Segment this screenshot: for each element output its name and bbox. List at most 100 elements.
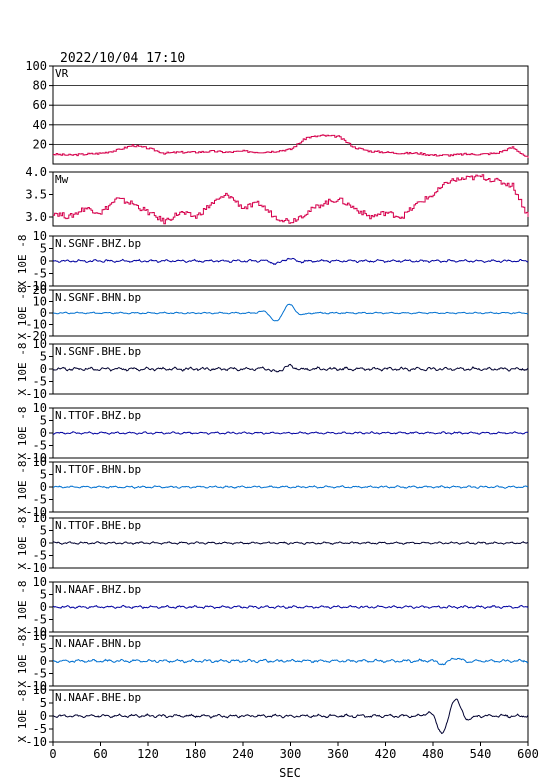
series-line: [52, 485, 529, 489]
y-axis-label: X 10E -8: [16, 581, 29, 634]
y-tick-label: 5: [40, 588, 47, 602]
series-line: [52, 363, 529, 373]
y-tick-label: -10: [25, 387, 47, 401]
x-tick-label: 300: [280, 747, 302, 761]
y-tick-label: 0: [40, 362, 47, 376]
panel-mw: 3.0 3.5 4.0 Mw: [25, 165, 529, 227]
panel-title: VR: [55, 67, 69, 80]
series-line: [52, 303, 529, 322]
y-tick-label: 20: [33, 283, 47, 297]
x-tick-label: 0: [49, 747, 56, 761]
y-tick-label: -10: [25, 561, 47, 575]
y-tick-label: -5: [33, 375, 47, 389]
y-tick-label: 0: [40, 709, 47, 723]
series-line: [52, 604, 529, 610]
panel-title: N.SGNF.BHN.bp: [55, 291, 141, 304]
header-datetime: 2022/10/04 17:10: [60, 51, 185, 66]
y-tick-label: 5: [40, 524, 47, 538]
y-tick-label: 10: [33, 455, 47, 469]
panel-title: Mw: [55, 173, 69, 186]
y-tick-label: 10: [33, 295, 47, 309]
panels: 20406080100VR3.03.54.0Mw-10-50510N.SGNF.…: [16, 59, 529, 749]
y-tick-label: -5: [33, 439, 47, 453]
y-tick-label: -5: [33, 667, 47, 681]
y-tick-label: -10: [25, 451, 47, 465]
y-axis-label: X 10E -8: [16, 635, 29, 688]
y-tick-label: -5: [33, 493, 47, 507]
y-tick-label: 5: [40, 414, 47, 428]
y-tick-label: 0: [40, 600, 47, 614]
y-tick-label: 4.0: [25, 165, 47, 179]
y-tick-label: 5: [40, 242, 47, 256]
panel-title: N.TTOF.BHZ.bp: [55, 409, 141, 422]
panel-frame: [52, 65, 529, 165]
y-tick-label: 0: [40, 426, 47, 440]
y-tick-label: 10: [33, 683, 47, 697]
series-line: [52, 698, 529, 735]
y-tick-label: 80: [33, 79, 47, 93]
y-tick-label: 5: [40, 642, 47, 656]
y-tick-label: 0: [40, 254, 47, 268]
y-tick-label: 10: [33, 511, 47, 525]
y-axis-label: X 10E -8: [16, 407, 29, 460]
x-tick-label: 480: [422, 747, 444, 761]
panel-frame: [52, 171, 529, 227]
x-axis: 0 60 120 180 240 300 360 420 480 540 600: [49, 742, 539, 761]
y-tick-label: 10: [33, 575, 47, 589]
y-tick-label: -5: [33, 722, 47, 736]
y-tick-label: -10: [25, 735, 47, 749]
x-tick-label: 240: [232, 747, 254, 761]
y-tick-label: 0: [40, 536, 47, 550]
x-tick-label: 60: [93, 747, 107, 761]
series-line: [52, 431, 529, 435]
y-tick-label: 5: [40, 350, 47, 364]
y-tick-label: 10: [33, 229, 47, 243]
y-tick-label: 20: [33, 137, 47, 151]
y-tick-label: -5: [33, 267, 47, 281]
panel-title: N.NAAF.BHN.bp: [55, 637, 141, 650]
y-tick-label: 3.0: [25, 210, 47, 224]
y-axis-label: X 10E -8: [16, 690, 29, 743]
y-tick-label: -10: [25, 625, 47, 639]
y-axis-label: X 10E -8: [16, 287, 29, 340]
y-tick-label: 5: [40, 468, 47, 482]
y-tick-label: -10: [25, 279, 47, 293]
y-tick-label: -5: [33, 613, 47, 627]
y-tick-label: 0: [40, 480, 47, 494]
y-tick-label: 100: [25, 59, 47, 73]
y-tick-label: 10: [33, 337, 47, 351]
panel-title: N.SGNF.BHZ.bp: [55, 237, 141, 250]
y-tick-label: 10: [33, 629, 47, 643]
y-tick-label: 10: [33, 401, 47, 415]
x-tick-label: 600: [517, 747, 539, 761]
y-axis-label: X 10E -8: [16, 235, 29, 288]
series-line: [52, 257, 529, 266]
panel-title: N.TTOF.BHN.bp: [55, 463, 141, 476]
y-tick-label: -10: [25, 505, 47, 519]
y-axis-label: X 10E -8: [16, 517, 29, 570]
x-tick-label: 120: [137, 747, 159, 761]
panel-title: N.NAAF.BHE.bp: [55, 691, 141, 704]
y-tick-label: 3.5: [25, 188, 47, 202]
series-line: [52, 657, 529, 666]
y-tick-label: 5: [40, 696, 47, 710]
x-tick-label: 540: [470, 747, 492, 761]
y-axis-label: X 10E -8: [16, 461, 29, 514]
series-line: [53, 134, 529, 159]
panel-title: N.SGNF.BHE.bp: [55, 345, 141, 358]
y-tick-label: 60: [33, 98, 47, 112]
series-line: [52, 541, 529, 545]
x-tick-label: 420: [375, 747, 397, 761]
y-tick-label: 0: [40, 306, 47, 320]
y-tick-label: -10: [25, 679, 47, 693]
